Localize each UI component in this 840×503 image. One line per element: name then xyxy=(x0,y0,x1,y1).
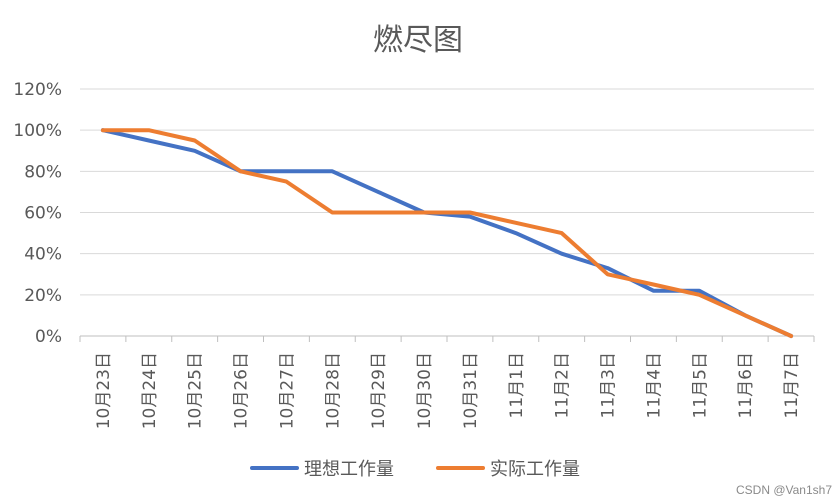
legend: 理想工作量 实际工作量 xyxy=(250,459,580,480)
x-tick-label: 10月24日 xyxy=(140,352,160,429)
legend-label: 理想工作量 xyxy=(304,459,394,480)
x-tick-label: 10月30日 xyxy=(415,352,435,429)
x-tick-label: 10月27日 xyxy=(277,352,297,429)
y-tick-label: 0% xyxy=(35,327,62,347)
series-lines xyxy=(100,128,794,338)
x-tick-label: 11月5日 xyxy=(690,352,710,418)
x-tick-label: 10月23日 xyxy=(94,352,114,429)
x-tick-label: 11月4日 xyxy=(644,352,664,418)
x-tick-label: 10月25日 xyxy=(186,352,206,429)
series-line-actual xyxy=(100,128,794,338)
gridlines xyxy=(80,88,814,337)
y-tick-label: 60% xyxy=(24,204,62,224)
y-tick-label: 100% xyxy=(13,121,62,141)
x-tick-label: 10月28日 xyxy=(323,352,343,429)
x-tick-label: 10月31日 xyxy=(461,352,481,429)
x-tick-label: 11月2日 xyxy=(553,352,573,418)
x-tick-label: 11月6日 xyxy=(736,352,756,418)
watermark: CSDN @Van1sh7 xyxy=(736,483,832,497)
y-axis-ticks: 0% 20% 40% 60% 80% 100% 120% xyxy=(13,80,62,347)
y-tick-label: 80% xyxy=(24,162,62,182)
x-tick-label: 11月3日 xyxy=(599,352,619,418)
y-tick-label: 40% xyxy=(24,245,62,265)
x-tick-label: 11月1日 xyxy=(507,352,527,418)
series-line-ideal xyxy=(100,128,794,338)
x-tick-label: 10月29日 xyxy=(369,352,389,429)
x-tick-label: 10月26日 xyxy=(232,352,252,429)
y-tick-label: 120% xyxy=(13,80,62,100)
y-tick-label: 20% xyxy=(24,286,62,306)
x-axis: 10月23日 10月24日 10月25日 10月26日 10月27日 10月28日 10月2… xyxy=(79,336,815,429)
legend-label: 实际工作量 xyxy=(490,459,580,480)
x-tick-label: 11月7日 xyxy=(782,352,802,418)
chart-title: 燃尽图 xyxy=(373,23,463,58)
